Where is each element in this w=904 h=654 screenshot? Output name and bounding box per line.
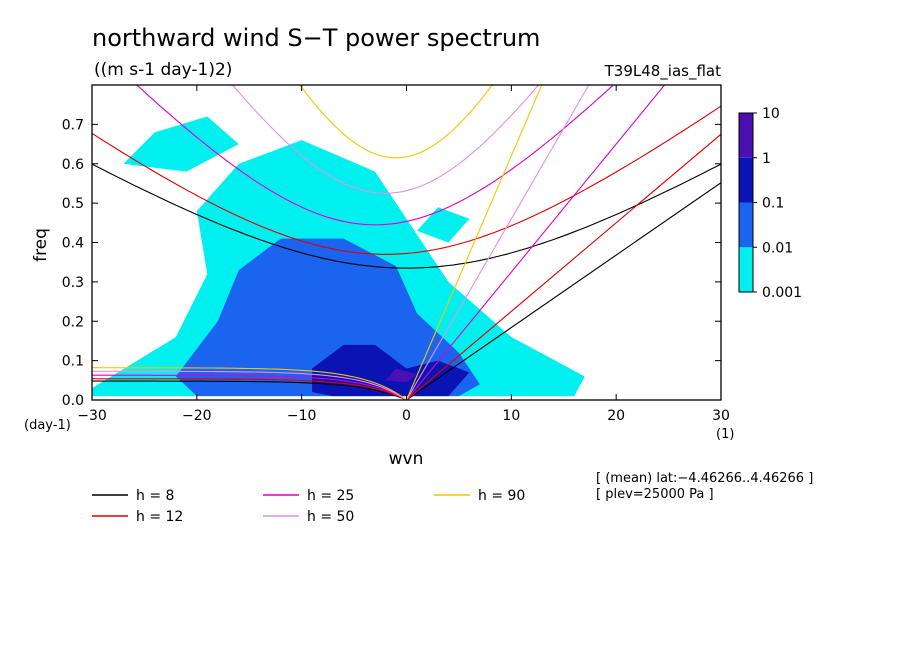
- chart-subtitle: ((m s-1 day-1)2): [94, 60, 232, 80]
- y-tick-label: 0.2: [62, 314, 84, 330]
- legend-label: h = 50: [307, 509, 354, 525]
- x-tick-label: −10: [287, 408, 317, 424]
- gravity-curve-4: [299, 85, 493, 159]
- kelvin-curve-2: [406, 85, 666, 400]
- x-unit-label: (1): [716, 427, 734, 442]
- annotation-lat: [ (mean) lat:−4.46266..4.46266 ]: [596, 471, 813, 486]
- x-axis-title: wvn: [389, 449, 424, 469]
- rossby-curve-3: [92, 370, 407, 400]
- rossby-curve-4: [92, 367, 407, 400]
- y-tick-label: 0.1: [62, 354, 84, 370]
- kelvin-curve-1: [406, 133, 721, 400]
- legend: h = 8 h = 12 h = 25 h = 50 h = 90: [92, 488, 525, 525]
- power-region-3: [175, 238, 480, 397]
- y-axis-title: freq: [31, 228, 51, 262]
- y-tick-label: 0.3: [62, 275, 84, 291]
- power-region-5: [385, 368, 417, 383]
- colorbar-swatch-2: [739, 157, 753, 203]
- colorbar-label: 0.1: [762, 196, 784, 212]
- legend-item-1: h = 12: [92, 509, 183, 525]
- dispersion-set-1: [92, 105, 721, 400]
- dispersion-set-4: [92, 85, 543, 400]
- run-label: T39L48_ias_flat: [604, 62, 722, 81]
- y-tick-label: 0.0: [62, 393, 84, 409]
- x-tick-label: 30: [712, 408, 730, 424]
- plot-area: [92, 85, 721, 400]
- colorbar: 0.001 0.01 0.1 1 10: [738, 106, 802, 301]
- power-region-2: [417, 207, 470, 243]
- chart-title: northward wind S−T power spectrum: [92, 24, 540, 52]
- x-tick-label: −20: [182, 408, 212, 424]
- x-tick-label: 0: [402, 408, 411, 424]
- colorbar-swatch-0: [739, 247, 753, 292]
- legend-label: h = 12: [136, 509, 183, 525]
- x-tick-label: 10: [502, 408, 520, 424]
- x-axis: −30 −20 −10 0 10 20 30: [77, 85, 730, 424]
- legend-item-0: h = 8: [92, 488, 174, 504]
- gravity-curve-0: [92, 163, 721, 269]
- gravity-curve-2: [135, 85, 615, 226]
- colorbar-label: 0.001: [762, 285, 802, 301]
- legend-label: h = 90: [478, 488, 525, 504]
- y-axis: 0.0 0.1 0.2 0.3 0.4 0.5 0.6 0.7: [62, 117, 721, 409]
- annotation-plev: [ plev=25000 Pa ]: [596, 487, 714, 502]
- legend-label: h = 8: [136, 488, 174, 504]
- kelvin-curve-4: [405, 85, 543, 400]
- legend-item-2: h = 25: [263, 488, 354, 504]
- kelvin-curve-3: [406, 85, 590, 400]
- gravity-curve-3: [231, 85, 540, 194]
- colorbar-label: 0.01: [762, 240, 793, 256]
- rossby-curve-1: [92, 378, 407, 400]
- legend-item-4: h = 90: [434, 488, 525, 504]
- legend-item-3: h = 50: [263, 509, 354, 525]
- y-tick-label: 0.6: [62, 157, 84, 173]
- y-tick-label: 0.7: [62, 117, 84, 133]
- colorbar-swatch-1: [739, 202, 753, 248]
- rossby-curve-2: [92, 374, 407, 400]
- gravity-curve-1: [92, 105, 721, 255]
- dispersion-curves: [92, 85, 721, 400]
- colorbar-swatch-3: [739, 113, 753, 158]
- dispersion-set-3: [92, 85, 590, 400]
- x-tick-label: −30: [77, 408, 107, 424]
- y-tick-label: 0.5: [62, 196, 84, 212]
- legend-label: h = 25: [307, 488, 354, 504]
- power-region-1: [123, 116, 239, 172]
- rossby-curve-0: [92, 380, 407, 400]
- kelvin-curve-0: [406, 181, 721, 400]
- dispersion-set-0: [92, 163, 721, 400]
- y-tick-label: 0.4: [62, 236, 84, 252]
- colorbar-label: 1: [762, 151, 771, 167]
- y-unit-label: (day-1): [24, 418, 71, 433]
- colorbar-label: 10: [762, 106, 780, 122]
- x-tick-label: 20: [607, 408, 625, 424]
- dispersion-set-2: [92, 85, 666, 400]
